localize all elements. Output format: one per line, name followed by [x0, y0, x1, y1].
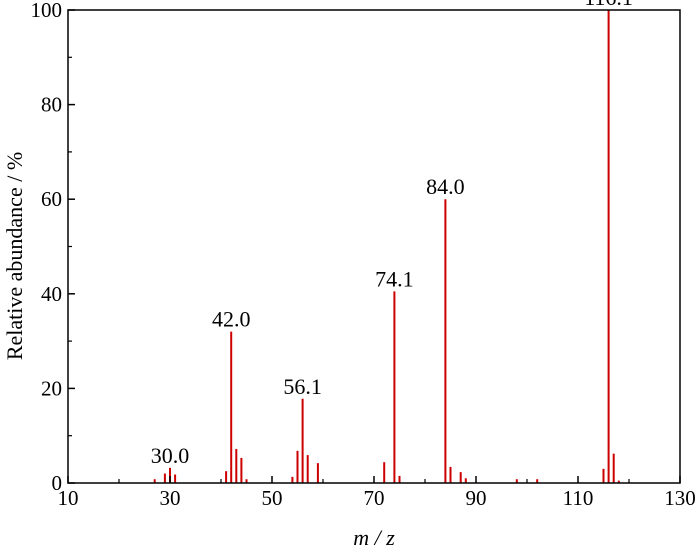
peak-labels: 30.0 42.0 56.1 74.1 84.0 116.1 — [151, 0, 633, 468]
y-tick-label: 20 — [41, 376, 62, 400]
x-tick-label: 130 — [664, 486, 696, 510]
x-axis-title: m / z — [353, 525, 395, 550]
axes — [67, 9, 681, 484]
plot-frame — [67, 9, 681, 484]
y-axis-title: Relative abundance / % — [2, 152, 27, 360]
y-tick-label: 100 — [31, 0, 63, 22]
x-tick-label: 90 — [466, 486, 487, 510]
peak-bars — [153, 10, 620, 483]
x-tick-label: 10 — [58, 486, 79, 510]
peak-label: 74.1 — [375, 266, 414, 291]
peak-label: 56.1 — [283, 374, 322, 399]
y-tick-label: 60 — [41, 187, 62, 211]
y-tick-label: 40 — [41, 282, 62, 306]
y-tick-label: 0 — [52, 471, 63, 495]
x-tick-label: 70 — [364, 486, 385, 510]
peak-label: 42.0 — [212, 307, 251, 332]
x-tick-label: 110 — [563, 486, 594, 510]
axis-ticks: 10 30 50 70 90 110 130 0 20 40 60 80 100 — [31, 0, 696, 510]
y-tick-label: 80 — [41, 93, 62, 117]
x-tick-label: 50 — [262, 486, 283, 510]
peak-label: 116.1 — [584, 0, 633, 10]
peak-label: 30.0 — [151, 443, 190, 468]
peak-label: 84.0 — [426, 174, 465, 199]
x-tick-label: 30 — [160, 486, 181, 510]
